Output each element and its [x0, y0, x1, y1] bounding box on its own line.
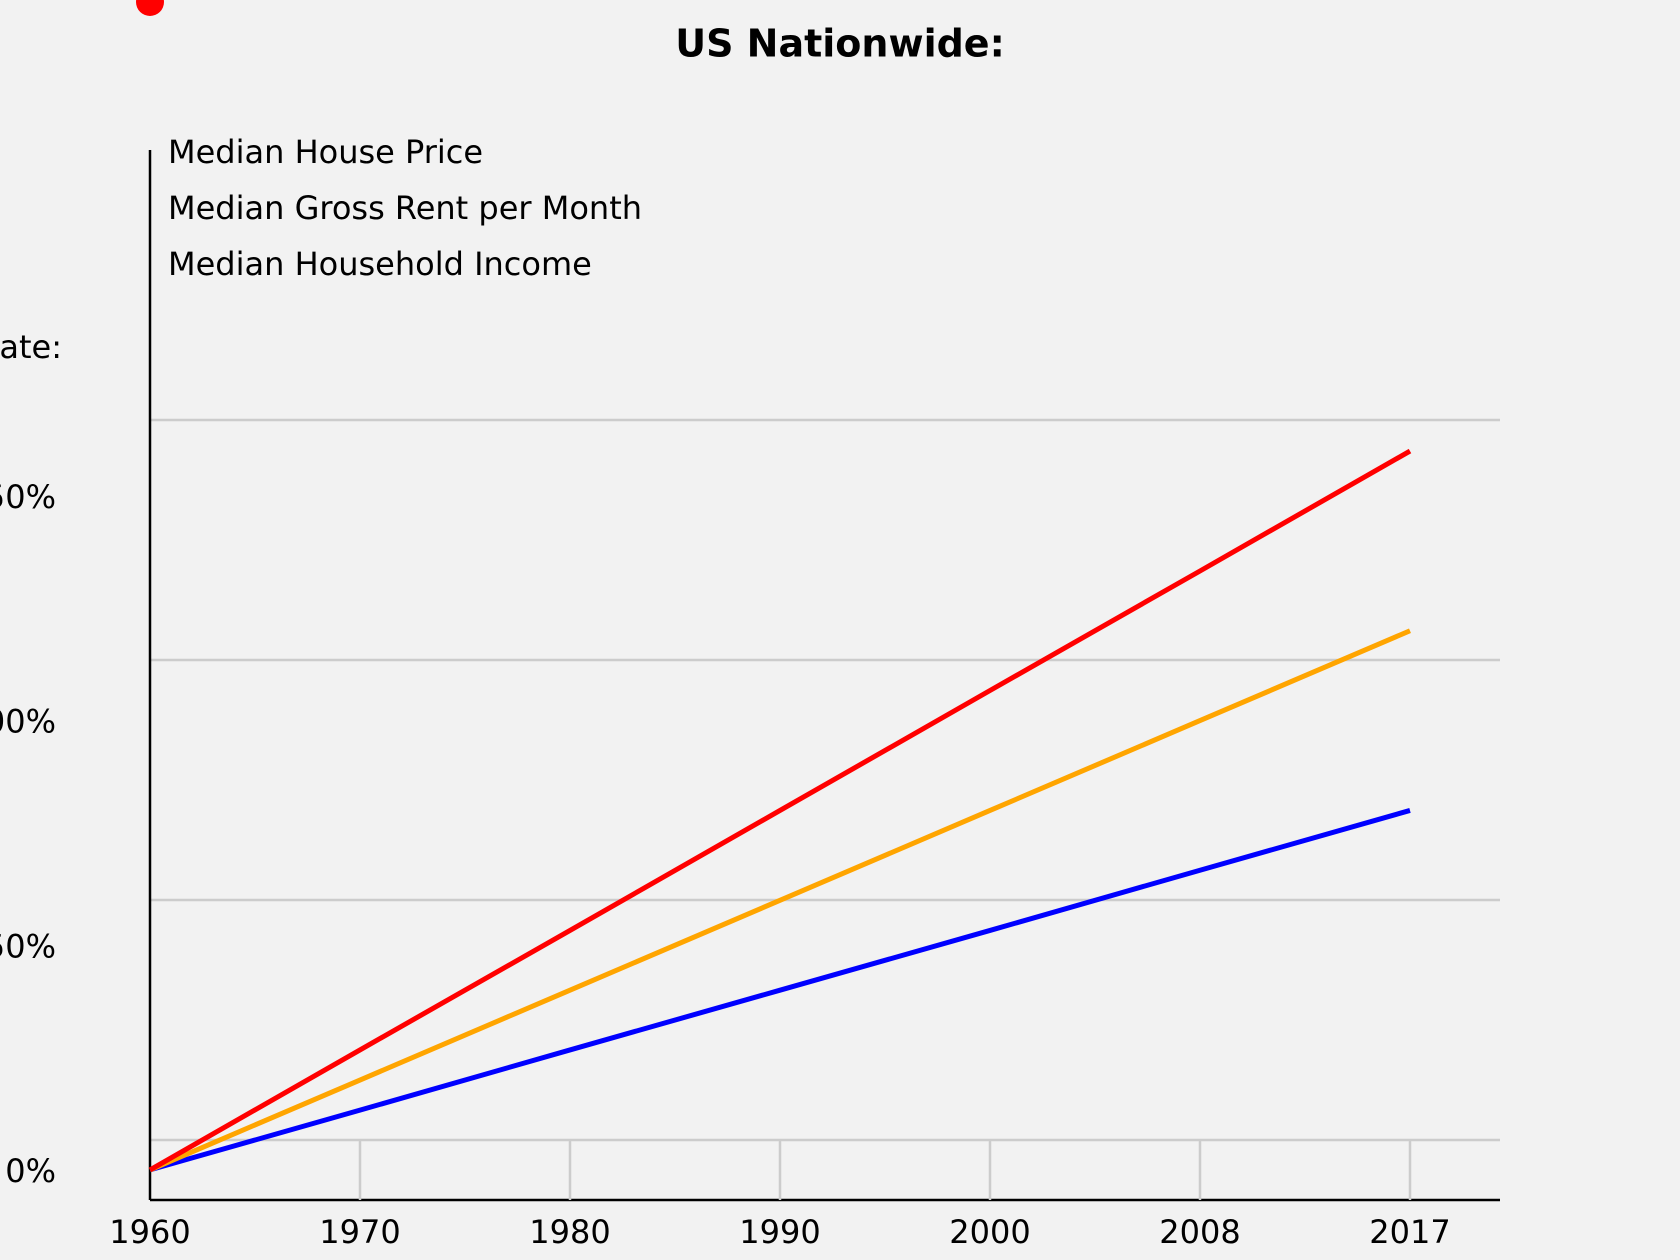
y-tick-label: 50%	[0, 927, 56, 965]
series-line	[149, 808, 1411, 1173]
y-axis-label: ate:	[0, 328, 62, 366]
grid	[150, 418, 1500, 1142]
x-tick-label: 1980	[529, 1213, 610, 1251]
x-tick-label: 2000	[949, 1213, 1030, 1251]
chart-title: US Nationwide:	[675, 22, 1005, 66]
series-line	[148, 448, 1412, 1173]
x-tick-label: 1970	[319, 1213, 400, 1251]
y-tick-label: 0%	[5, 1152, 56, 1190]
x-tick-label: 2008	[1159, 1213, 1240, 1251]
series-line	[149, 628, 1411, 1173]
legend-label: Median House Price	[168, 133, 483, 171]
x-tick-label: 2017	[1369, 1213, 1450, 1251]
x-tick-label: 1990	[739, 1213, 820, 1251]
legend-label: Median Household Income	[168, 245, 592, 283]
y-tick-label: 100%	[0, 703, 56, 741]
x-tick-label: 1960	[109, 1213, 190, 1251]
marker-dot	[136, 0, 164, 16]
legend-label: Median Gross Rent per Month	[168, 189, 642, 227]
y-tick-label: 150%	[0, 478, 56, 516]
